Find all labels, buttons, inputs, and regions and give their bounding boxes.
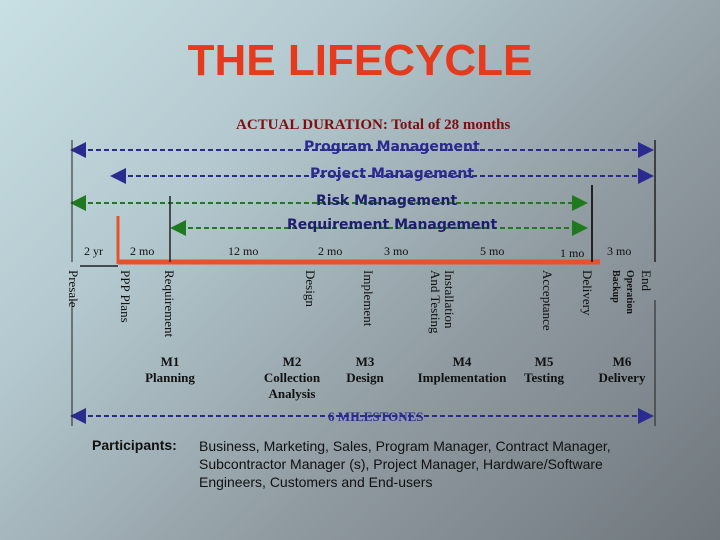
phase-requirement: Requirement xyxy=(162,270,177,338)
phase-design: Design xyxy=(303,270,318,307)
duration-delivery: 3 mo xyxy=(607,244,632,258)
phase-acceptance: Acceptance xyxy=(540,270,555,331)
risk-management-label: Risk Management xyxy=(316,193,458,209)
phase-implement: Implement xyxy=(361,270,376,327)
duration-label: ACTUAL DURATION: Total of 28 months xyxy=(236,117,511,133)
duration-plans: 2 mo xyxy=(130,244,155,258)
duration-implement: 3 mo xyxy=(384,244,409,258)
duration-design: 2 mo xyxy=(318,244,343,258)
phase-ppp-plans: PPP Plans xyxy=(118,270,133,323)
participants-text: Business, Marketing, Sales, Program Mana… xyxy=(199,438,611,490)
milestone-m6: M6 Delivery xyxy=(598,354,646,385)
program-management-label: Program Management xyxy=(304,139,480,155)
milestone-m3: M3 Design xyxy=(346,354,384,385)
phase-installation-testing: Installation And Testing xyxy=(428,270,457,334)
milestone-m5: M5 Testing xyxy=(524,354,564,385)
phase-presale: Presale xyxy=(66,270,81,308)
milestone-m2: M2 Collection Analysis xyxy=(263,354,321,401)
phase-operation: Operation xyxy=(624,270,635,314)
phase-delivery: Delivery xyxy=(580,270,595,316)
milestones-label: 6 MILESTONES xyxy=(328,409,424,424)
duration-acceptance: 1 mo xyxy=(560,246,585,260)
participants-heading: Participants: xyxy=(92,437,177,453)
duration-presale: 2 yr xyxy=(84,244,103,258)
phase-end: End xyxy=(639,270,654,291)
milestone-m4: M4 Implementation xyxy=(417,354,507,385)
duration-installation: 5 mo xyxy=(480,244,505,258)
project-management-label: Project Management xyxy=(310,166,474,182)
page-title: THE LIFECYCLE xyxy=(187,36,533,85)
requirement-management-label: Requirement Management xyxy=(287,217,498,233)
duration-requirement: 12 mo xyxy=(228,244,259,258)
phase-backup: Backup xyxy=(610,270,621,303)
milestone-m1: M1 Planning xyxy=(145,354,195,385)
